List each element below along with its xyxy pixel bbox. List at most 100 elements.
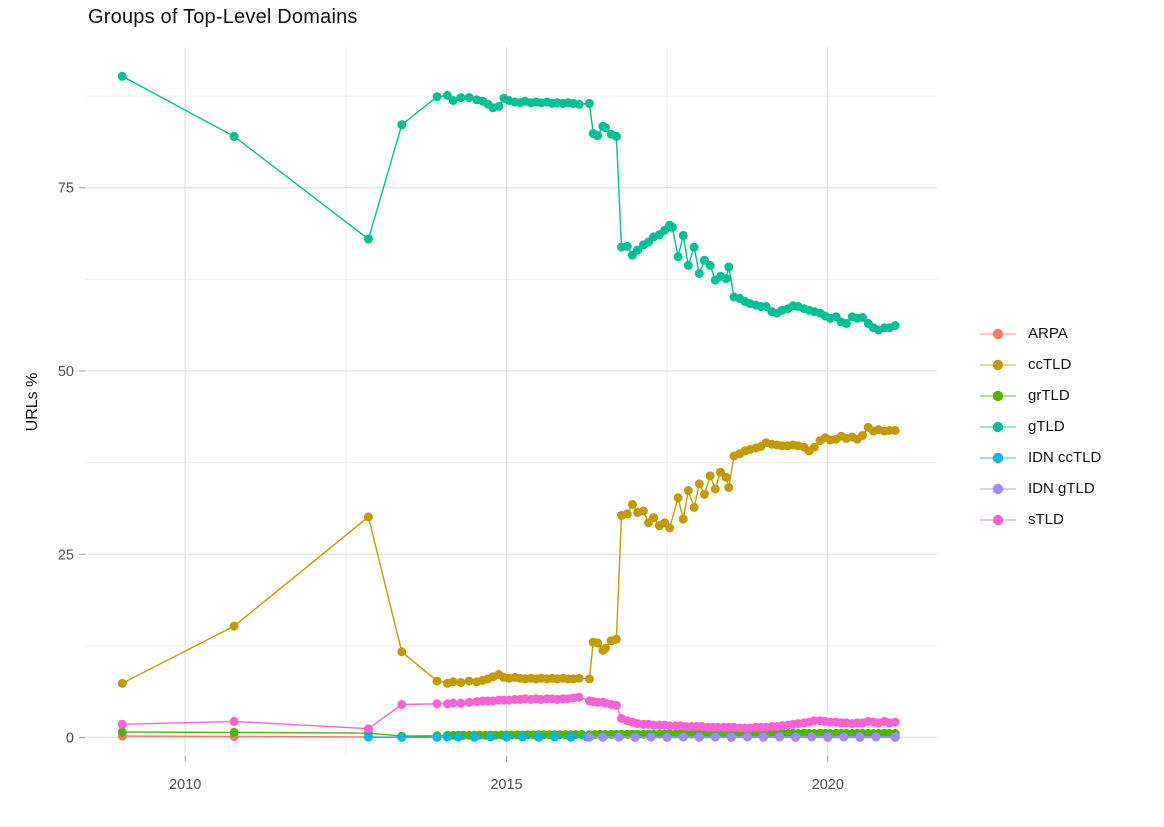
data-point <box>598 732 608 742</box>
data-point <box>673 493 683 503</box>
data-point <box>601 123 610 133</box>
data-point <box>890 321 900 331</box>
y-tick-label: 0 <box>66 731 74 747</box>
data-point <box>890 732 900 742</box>
data-point <box>593 638 603 648</box>
data-point <box>584 98 594 108</box>
data-point <box>448 96 458 105</box>
y-tick-label: 75 <box>58 181 74 197</box>
data-point <box>229 621 239 631</box>
data-point <box>432 732 442 742</box>
data-point <box>689 502 699 512</box>
data-point <box>839 732 849 742</box>
data-point <box>469 732 479 742</box>
series-gTLD <box>117 71 900 335</box>
data-point <box>638 506 648 516</box>
y-tick-label: 25 <box>58 547 74 563</box>
data-point <box>397 700 407 709</box>
data-point <box>710 484 720 494</box>
data-point <box>117 71 127 81</box>
data-point <box>699 255 709 265</box>
legend-label: ccTLD <box>1028 356 1072 373</box>
data-point <box>871 732 881 742</box>
legend-key-point <box>992 483 1004 494</box>
y-tick-label: 50 <box>58 364 74 380</box>
data-point <box>432 92 442 102</box>
legend-label: ARPA <box>1028 325 1068 342</box>
data-point <box>485 732 495 742</box>
legend-item-grTLD: grTLD <box>978 380 1101 411</box>
data-point <box>117 719 127 729</box>
data-point <box>117 727 127 737</box>
data-point <box>705 471 715 481</box>
series-sTLD <box>117 692 900 734</box>
legend-key-icon <box>980 328 1016 339</box>
data-point <box>229 727 239 737</box>
data-point <box>574 673 584 683</box>
data-point <box>448 677 458 687</box>
data-point <box>614 732 624 742</box>
data-point <box>464 93 474 103</box>
data-point <box>678 732 688 742</box>
data-point <box>593 131 603 141</box>
data-point <box>611 634 621 644</box>
series-line <box>121 426 896 685</box>
data-point <box>622 241 632 251</box>
data-point <box>574 99 584 109</box>
legend-key-point <box>992 421 1004 432</box>
data-point <box>397 120 407 130</box>
data-point <box>841 318 851 328</box>
data-point <box>442 90 452 100</box>
data-point <box>726 732 736 742</box>
legend-item-ARPA: ARPA <box>978 318 1101 349</box>
data-point <box>363 512 373 522</box>
data-point <box>667 222 677 232</box>
data-point <box>743 732 752 742</box>
data-point <box>363 234 373 244</box>
data-point <box>807 732 817 742</box>
legend-key-point <box>992 390 1004 401</box>
data-point <box>453 732 463 742</box>
data-point <box>823 732 833 742</box>
data-point <box>448 698 458 708</box>
legend-label: grTLD <box>1028 387 1070 404</box>
legend-key-point <box>992 359 1004 370</box>
legend-key-icon <box>980 390 1016 401</box>
data-point <box>363 724 373 734</box>
legend-key-point <box>992 452 1004 463</box>
data-point <box>456 698 466 708</box>
legend-item-IDN-ccTLD: IDN ccTLD <box>978 442 1101 473</box>
data-point <box>721 274 731 284</box>
data-point <box>683 260 693 270</box>
legend-label: IDN gTLD <box>1028 480 1095 497</box>
legend-item-gTLD: gTLD <box>978 411 1101 442</box>
legend-key-icon <box>980 421 1016 432</box>
x-tick-label: 2015 <box>490 777 522 793</box>
data-point <box>689 242 699 252</box>
data-point <box>646 732 656 742</box>
data-point <box>229 131 239 141</box>
data-point <box>694 479 704 489</box>
data-point <box>397 647 407 657</box>
data-point <box>673 252 683 262</box>
data-point <box>574 692 584 702</box>
data-point <box>442 732 452 742</box>
data-point <box>694 269 704 278</box>
legend-item-ccTLD: ccTLD <box>978 349 1101 380</box>
data-point <box>627 499 637 509</box>
data-point <box>699 489 709 499</box>
legend: ARPA ccTLD grTLD gTLD IDN ccTLD IDN gTLD sTLD <box>978 318 1101 535</box>
chart-title: Groups of Top-Level Domains <box>88 6 358 28</box>
data-point <box>649 513 659 523</box>
legend-label: gTLD <box>1028 418 1065 435</box>
legend-key-icon <box>980 359 1016 370</box>
data-point <box>494 101 504 111</box>
data-point <box>858 313 867 322</box>
x-tick-label: 2010 <box>169 777 201 793</box>
data-point <box>397 732 407 742</box>
data-point <box>550 732 560 742</box>
data-point <box>855 732 865 742</box>
data-point <box>584 674 594 684</box>
data-point <box>611 131 621 141</box>
